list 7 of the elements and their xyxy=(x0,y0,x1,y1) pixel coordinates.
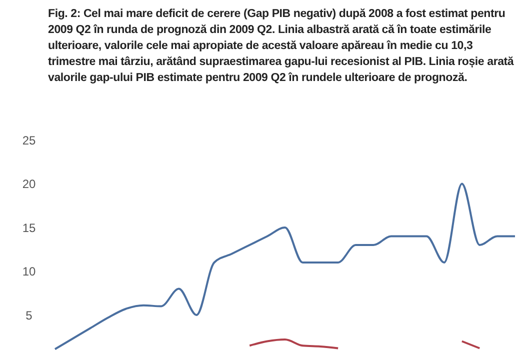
y-tick-label: 20 xyxy=(22,177,36,192)
chart-title: Fig. 2: Cel mai mare deficit de cerere (Gap PIB negativ) după 2008 a fost estimat pentru 2009 Q2 în runda de prognoză din 2009 Q2. Linia albastră arată că în toate estimările ulterioare, valorile cele mai apropiate de acestă valoare apăreau în medie cu 10,3 trimestre mai târziu, arătând supraestimarea gapu-lui recesionist al PIB. Linia roșie arată valorile gap-ului PIB estimate pentru 2009 Q2 în rundele ulterioare de prognoză. xyxy=(48,7,515,86)
y-tick-label: 25 xyxy=(22,133,36,148)
y-tick-label: 15 xyxy=(22,220,36,235)
y-tick-label: 10 xyxy=(22,264,36,279)
line-series xyxy=(54,182,516,350)
y-tick-label: 5 xyxy=(26,308,33,322)
